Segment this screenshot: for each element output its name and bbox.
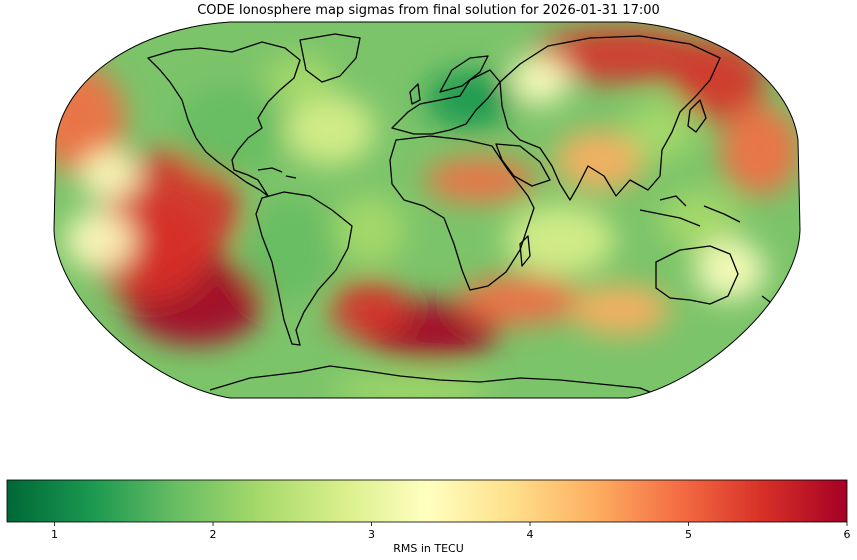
sigma-patch — [625, 100, 695, 160]
sigma-patch — [460, 275, 580, 325]
sigma-patch — [330, 280, 410, 340]
sigma-patch — [330, 375, 490, 405]
sigma-patch — [65, 210, 135, 270]
sigma-patch — [570, 285, 670, 335]
colorbar-tick-label: 2 — [210, 528, 217, 541]
colorbar-tick-label: 3 — [368, 528, 375, 541]
sigma-patch — [720, 105, 800, 195]
colorbar: 1 2 3 4 5 6 RMS in TECU — [0, 470, 857, 560]
sigma-patch — [510, 55, 570, 105]
colorbar-label: RMS in TECU — [0, 542, 857, 555]
sigma-patch — [285, 95, 375, 165]
sigma-patch — [175, 85, 285, 175]
sigma-patch — [335, 195, 405, 265]
colorbar-tick-label: 1 — [51, 528, 58, 541]
colorbar-gradient — [7, 480, 847, 522]
colorbar-graphic: 1 2 3 4 5 6 — [0, 470, 857, 542]
sigma-patch — [425, 158, 535, 202]
sigma-patch — [265, 55, 335, 105]
colorbar-tick-label: 4 — [527, 528, 534, 541]
sigma-field — [35, 15, 820, 410]
colorbar-tick-label: 6 — [844, 528, 851, 541]
ionosphere-map — [0, 0, 857, 460]
sigma-patch — [245, 200, 335, 300]
colorbar-tick-label: 5 — [685, 528, 692, 541]
sigma-patch — [80, 150, 140, 200]
